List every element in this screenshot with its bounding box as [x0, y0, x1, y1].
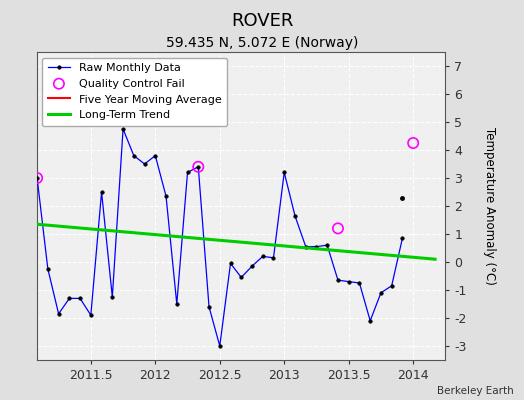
- Raw Monthly Data: [173, 302, 180, 306]
- Raw Monthly Data: [388, 283, 395, 288]
- Text: Berkeley Earth: Berkeley Earth: [437, 386, 514, 396]
- Raw Monthly Data: [77, 296, 83, 301]
- Raw Monthly Data: [34, 176, 40, 180]
- Raw Monthly Data: [270, 256, 277, 260]
- Quality Control Fail: [33, 175, 41, 181]
- Raw Monthly Data: [227, 261, 234, 266]
- Raw Monthly Data: [335, 278, 341, 282]
- Raw Monthly Data: [66, 296, 72, 301]
- Raw Monthly Data: [378, 290, 384, 295]
- Raw Monthly Data: [292, 214, 298, 218]
- Quality Control Fail: [194, 164, 202, 170]
- Raw Monthly Data: [163, 194, 169, 198]
- Raw Monthly Data: [281, 170, 287, 175]
- Raw Monthly Data: [238, 275, 244, 280]
- Text: ROVER: ROVER: [231, 12, 293, 30]
- Legend: Raw Monthly Data, Quality Control Fail, Five Year Moving Average, Long-Term Tren: Raw Monthly Data, Quality Control Fail, …: [42, 58, 227, 126]
- Raw Monthly Data: [367, 318, 373, 323]
- Raw Monthly Data: [195, 164, 201, 169]
- Y-axis label: Temperature Anomaly (°C): Temperature Anomaly (°C): [484, 127, 496, 285]
- Raw Monthly Data: [249, 264, 255, 269]
- Raw Monthly Data: [324, 243, 330, 248]
- Raw Monthly Data: [109, 294, 115, 299]
- Raw Monthly Data: [56, 311, 62, 316]
- Line: Raw Monthly Data: Raw Monthly Data: [35, 127, 404, 348]
- Raw Monthly Data: [45, 266, 51, 271]
- Raw Monthly Data: [152, 153, 158, 158]
- Quality Control Fail: [409, 140, 417, 146]
- Raw Monthly Data: [259, 254, 266, 259]
- Raw Monthly Data: [88, 313, 94, 318]
- Raw Monthly Data: [313, 244, 320, 249]
- Raw Monthly Data: [130, 153, 137, 158]
- Raw Monthly Data: [141, 162, 148, 166]
- Raw Monthly Data: [120, 126, 126, 131]
- Raw Monthly Data: [356, 281, 363, 286]
- Raw Monthly Data: [302, 244, 309, 249]
- Raw Monthly Data: [399, 236, 406, 240]
- Raw Monthly Data: [184, 170, 191, 175]
- Raw Monthly Data: [345, 279, 352, 284]
- Quality Control Fail: [334, 225, 342, 232]
- Raw Monthly Data: [216, 344, 223, 348]
- Raw Monthly Data: [99, 190, 105, 194]
- Raw Monthly Data: [206, 304, 212, 309]
- Text: 59.435 N, 5.072 E (Norway): 59.435 N, 5.072 E (Norway): [166, 36, 358, 50]
